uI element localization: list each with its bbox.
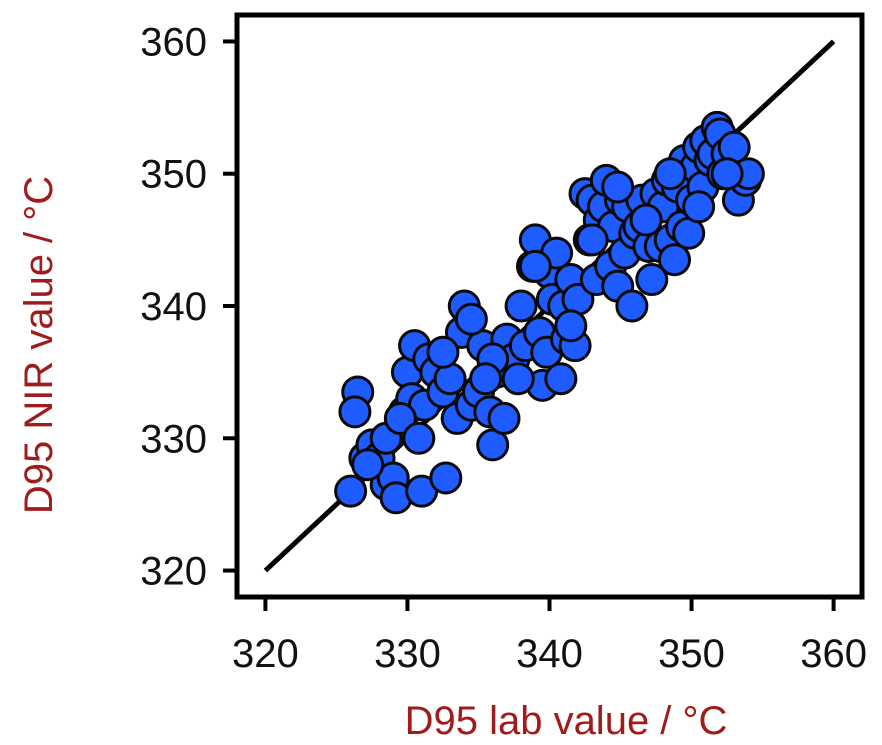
data-point <box>351 448 385 482</box>
data-point <box>454 302 488 336</box>
y-tick-label: 320 <box>140 550 207 594</box>
data-point <box>710 157 744 191</box>
data-point <box>383 401 417 435</box>
x-axis-title: D95 lab value / °C <box>405 699 728 743</box>
data-point <box>554 309 588 343</box>
axis-ticks: 320 330 340 350 360 320 330 340 350 360 <box>140 20 867 676</box>
y-tick-label: 340 <box>140 285 207 329</box>
y-tick-label: 330 <box>140 417 207 461</box>
x-tick-label: 320 <box>232 632 299 676</box>
data-point <box>487 401 521 435</box>
data-point <box>615 289 649 323</box>
data-points <box>334 110 765 515</box>
y-tick-label: 350 <box>140 153 207 197</box>
data-point <box>426 335 460 369</box>
x-tick-label: 360 <box>800 632 867 676</box>
data-point <box>601 170 635 204</box>
x-tick-label: 340 <box>516 632 583 676</box>
data-point <box>429 461 463 495</box>
data-point <box>504 289 538 323</box>
data-point <box>469 362 503 396</box>
data-point <box>501 362 535 396</box>
y-axis-title: D95 NIR value / °C <box>17 176 61 514</box>
data-point <box>518 249 552 283</box>
data-point <box>544 362 578 396</box>
data-point <box>575 223 609 257</box>
y-tick-label: 360 <box>140 20 207 64</box>
data-point <box>653 157 687 191</box>
data-point <box>334 474 368 508</box>
x-tick-label: 350 <box>658 632 725 676</box>
x-tick-label: 330 <box>374 632 441 676</box>
data-point <box>682 190 716 224</box>
data-point <box>338 395 372 429</box>
data-point <box>402 421 436 455</box>
data-point <box>629 203 663 237</box>
data-point <box>635 263 669 297</box>
data-point <box>658 243 691 277</box>
